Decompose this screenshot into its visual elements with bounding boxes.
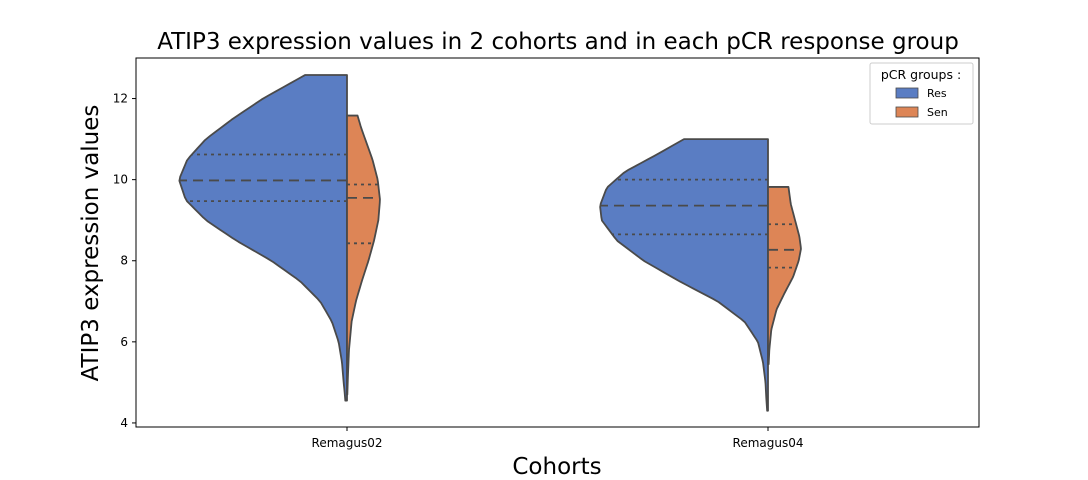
legend: pCR groups : Res Sen xyxy=(869,62,974,125)
violin-res-remagus02 xyxy=(178,74,348,402)
legend-swatch-res xyxy=(895,87,919,99)
y-axis-label: ATIP3 expression values xyxy=(78,105,104,382)
y-tick-label: 12 xyxy=(113,92,128,106)
legend-title: pCR groups : xyxy=(881,67,961,82)
x-tick-label: Remagus04 xyxy=(733,436,804,450)
y-tick-label: 10 xyxy=(113,173,128,187)
plot-area: 4 6 8 10 12 Remagus02 Remagus04 xyxy=(113,57,980,450)
x-tick-label: Remagus02 xyxy=(312,436,383,450)
y-tick-label: 4 xyxy=(120,416,128,430)
chart-title: ATIP3 expression values in 2 cohorts and… xyxy=(157,29,959,55)
legend-swatch-sen xyxy=(895,106,919,118)
violin-sen-remagus04 xyxy=(767,186,802,366)
y-tick-label: 6 xyxy=(120,335,128,349)
violin-sen-remagus02 xyxy=(346,114,381,396)
legend-label-res: Res xyxy=(927,87,947,100)
y-tick-label: 8 xyxy=(120,254,128,268)
plot-frame xyxy=(135,57,980,428)
x-axis-label: Cohorts xyxy=(512,454,601,480)
legend-label-sen: Sen xyxy=(927,106,948,119)
violin-res-remagus04 xyxy=(599,138,769,412)
